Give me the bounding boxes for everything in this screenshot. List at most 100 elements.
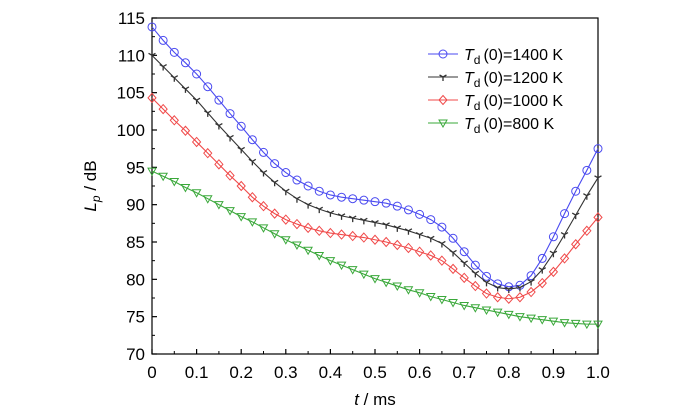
x-axis-label: t / ms <box>354 390 396 409</box>
y-tick-label: 115 <box>118 9 145 28</box>
data-point <box>214 95 224 105</box>
data-point <box>548 266 559 278</box>
x-axis-label-unit: / ms <box>359 390 396 409</box>
data-point <box>258 224 269 233</box>
data-point <box>359 232 369 243</box>
y-axis-label-sub: p <box>89 195 103 203</box>
legend-item: Td (0)=1000 K <box>428 93 563 113</box>
data-point <box>360 217 368 225</box>
data-point <box>336 261 347 271</box>
series-2 <box>147 92 603 304</box>
y-axis-label-var: L <box>81 202 100 211</box>
series-3 <box>147 167 603 330</box>
data-point <box>236 180 246 192</box>
data-point <box>247 218 258 227</box>
data-point <box>326 210 335 217</box>
x-tick-label: 0.5 <box>363 363 387 382</box>
data-point <box>169 178 180 187</box>
data-point <box>415 231 424 239</box>
data-point <box>527 279 535 286</box>
y-tick-label: 80 <box>126 270 145 289</box>
x-tick-label: 0.9 <box>542 363 566 382</box>
data-point <box>158 172 169 182</box>
data-point <box>493 284 502 292</box>
data-point <box>248 158 257 166</box>
data-point <box>180 125 191 136</box>
data-point <box>303 181 313 191</box>
data-point <box>270 159 280 169</box>
data-point <box>426 215 436 225</box>
data-point <box>403 205 413 215</box>
data-point <box>460 260 468 267</box>
data-point <box>471 270 480 278</box>
data-point <box>214 159 224 170</box>
data-point <box>438 119 448 129</box>
data-point <box>503 310 514 320</box>
data-point <box>381 236 391 248</box>
data-point <box>203 110 212 117</box>
data-point <box>404 228 413 235</box>
legend: Td (0)=1400 K Td (0)=1200 K Td (0)=1000 K Td (0… <box>428 47 563 136</box>
data-point <box>203 82 213 92</box>
data-point <box>247 135 257 145</box>
legend-label-var: T <box>464 47 475 64</box>
legend-label-var: T <box>464 70 475 87</box>
data-point <box>281 214 291 225</box>
data-point <box>593 144 603 154</box>
legend-label-sub: d <box>474 53 481 67</box>
legend-label-var: T <box>464 93 475 110</box>
data-point <box>448 298 458 308</box>
data-point <box>292 218 302 230</box>
y-tick-label: 95 <box>126 158 145 177</box>
data-point <box>515 313 525 322</box>
data-point <box>314 225 324 237</box>
data-point <box>258 200 269 212</box>
data-point <box>225 109 235 119</box>
data-point <box>403 242 414 254</box>
data-point <box>348 194 358 204</box>
data-point <box>593 320 603 330</box>
data-point <box>303 222 313 234</box>
data-point <box>281 168 291 178</box>
data-point <box>526 271 536 281</box>
y-tick-label: 100 <box>117 121 145 140</box>
data-point <box>537 277 547 289</box>
data-point <box>148 52 156 60</box>
data-point <box>259 169 268 177</box>
data-point <box>481 288 492 299</box>
legend-label-rest: (0)=1400 K <box>483 47 563 64</box>
data-point <box>325 257 336 266</box>
series-line <box>151 26 599 288</box>
data-point <box>571 212 580 220</box>
data-point <box>180 58 190 68</box>
data-point <box>215 122 223 130</box>
data-point <box>537 253 547 263</box>
x-axis-label-var: t <box>354 390 360 409</box>
data-point <box>159 63 167 71</box>
y-tick-label: 75 <box>126 308 145 327</box>
data-point <box>583 193 591 200</box>
data-point <box>515 292 525 303</box>
data-point <box>169 115 179 126</box>
data-point <box>559 253 570 264</box>
series-layer <box>147 22 603 330</box>
data-point <box>270 179 279 187</box>
y-tick-label: 85 <box>126 233 145 252</box>
legend-label: Td (0)=1000 K <box>464 93 563 113</box>
data-point <box>158 35 168 45</box>
data-point <box>259 147 268 157</box>
data-point <box>337 192 347 202</box>
data-point <box>237 146 245 154</box>
data-point <box>426 250 436 261</box>
legend-label-rest: (0)=1200 K <box>483 70 563 87</box>
data-point <box>470 280 481 292</box>
legend-item: Td (0)=800 K <box>428 116 555 136</box>
legend-label: Td (0)=1200 K <box>464 70 563 90</box>
series-line <box>151 97 599 300</box>
data-point <box>269 230 280 239</box>
data-point <box>505 286 513 294</box>
data-point <box>593 212 603 223</box>
data-point <box>269 208 280 219</box>
data-point <box>214 201 224 210</box>
